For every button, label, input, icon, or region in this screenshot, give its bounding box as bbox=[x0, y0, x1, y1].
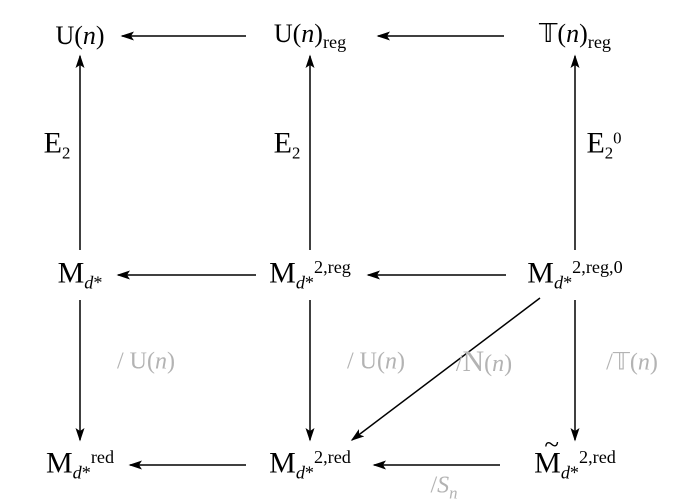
node-r3c1: Md*red bbox=[46, 446, 114, 483]
node-r2c2: Md*2,reg bbox=[269, 256, 351, 293]
node-r1c1: U(n) bbox=[55, 21, 104, 51]
label-e20: E20 bbox=[586, 127, 621, 164]
node-r3c3: Md*2,red bbox=[534, 446, 616, 483]
node-r1c2: U(n)reg bbox=[274, 19, 346, 53]
label-nn: /N(n) bbox=[456, 345, 512, 379]
label-e2-mid: E2 bbox=[274, 127, 301, 164]
node-r2c3: Md*2,reg,0 bbox=[527, 256, 622, 293]
label-un-l: / U(n) bbox=[117, 349, 175, 376]
label-sn: /Sn bbox=[430, 473, 457, 504]
label-un-m: / U(n) bbox=[347, 349, 405, 376]
node-r3c2: Md*2,red bbox=[269, 446, 351, 483]
node-r2c1: Md* bbox=[58, 256, 103, 293]
label-tn: /𝕋(n) bbox=[606, 348, 658, 377]
label-e2-left: E2 bbox=[44, 127, 71, 164]
node-r1c3: 𝕋(n)reg bbox=[539, 19, 611, 53]
